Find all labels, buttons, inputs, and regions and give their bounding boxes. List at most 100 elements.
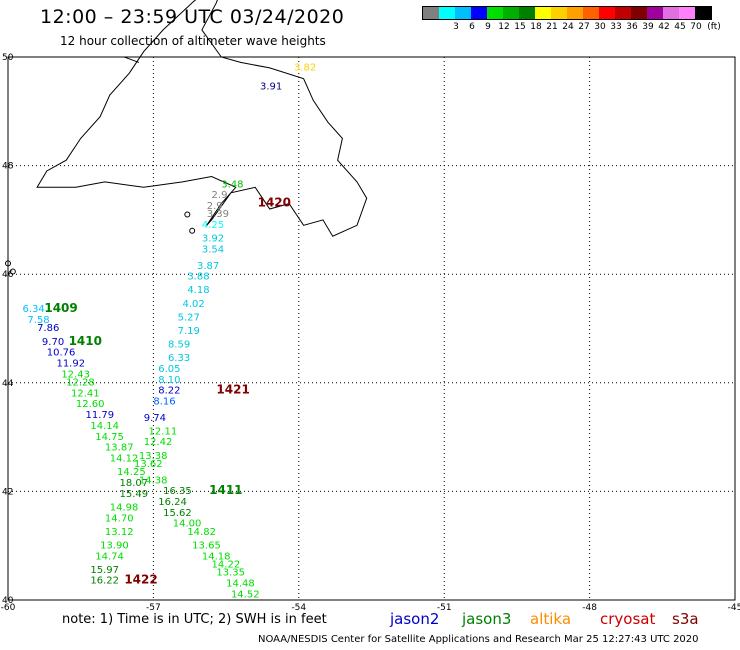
wave-height-value: 14.74 <box>95 551 124 562</box>
lat-tick-label: 42 <box>2 487 13 497</box>
legend-tick-label: 21 <box>546 22 558 32</box>
legend-swatch <box>679 7 695 19</box>
legend-tick-label: 6 <box>469 22 475 32</box>
wave-height-value: 5.27 <box>178 312 200 323</box>
wave-height-value: 7.86 <box>37 323 59 334</box>
lon-tick-label: -57 <box>146 603 161 613</box>
wave-height-value: 12.42 <box>144 437 173 448</box>
wave-height-value: 12.43 <box>61 369 90 380</box>
wave-height-value: 10.76 <box>47 348 76 359</box>
wave-height-value: 15.97 <box>90 565 119 576</box>
wave-height-value: 14.48 <box>226 578 255 589</box>
wave-height-value: 2.9 <box>212 190 228 201</box>
lat-tick-label: 48 <box>2 162 14 172</box>
lat-tick-label: 44 <box>2 379 14 389</box>
lon-tick-label: -60 <box>1 603 16 613</box>
wave-height-value: 8.16 <box>153 397 175 408</box>
legend-jason2: jason2 <box>390 610 440 628</box>
legend-tick-label: 70 <box>690 22 702 32</box>
wave-height-value: 13.35 <box>216 568 245 579</box>
wave-height-value: 14.12 <box>110 454 139 465</box>
legend-swatch <box>567 7 583 19</box>
legend-swatch <box>487 7 503 19</box>
wave-height-value: 16.35 <box>163 486 192 497</box>
wave-height-value: 12.60 <box>76 399 105 410</box>
pass-time-label: 1422 <box>124 573 157 587</box>
wave-height-value: 7.19 <box>178 326 200 337</box>
wave-height-value: 3.82 <box>294 63 316 74</box>
pass-time-label: 1420 <box>258 195 291 209</box>
lat-tick-label: 40 <box>2 596 14 606</box>
wave-height-value: 13.65 <box>192 540 221 551</box>
wave-height-value: 11.79 <box>86 410 115 421</box>
wave-height-value: 4.25 <box>202 220 224 231</box>
wave-height-value: 7.58 <box>27 315 49 326</box>
wave-height-value: 14.82 <box>187 527 216 538</box>
small-island <box>184 211 191 218</box>
wave-height-value: 4.02 <box>182 299 204 310</box>
legend-tick-label: 18 <box>530 22 542 32</box>
legend-swatch <box>503 7 519 19</box>
wave-height-value: 14.98 <box>110 502 139 513</box>
legend-unit: (ft) <box>707 22 721 32</box>
wave-height-value: 3.39 <box>207 209 229 220</box>
legend-swatch <box>631 7 647 19</box>
legend-swatch <box>583 7 599 19</box>
wave-height-value: 14.70 <box>105 513 134 524</box>
wave-height-value: 3.87 <box>197 261 219 272</box>
legend-swatch <box>535 7 551 19</box>
lon-tick-label: -45 <box>728 603 740 613</box>
wave-height-value: 2.9 <box>207 201 223 212</box>
wave-height-value: 3.48 <box>221 179 243 190</box>
legend-swatch <box>455 7 471 19</box>
legend-swatch <box>663 7 679 19</box>
map-title: 12:00 – 23:59 UTC 03/24/2020 <box>40 6 345 28</box>
wave-height-value: 14.18 <box>202 551 231 562</box>
pass-time-label: 1411 <box>209 483 242 497</box>
wave-height-value: 13.87 <box>105 443 134 454</box>
wave-height-value: 16.22 <box>90 576 119 587</box>
plot-frame <box>7 56 736 601</box>
small-island <box>189 227 196 234</box>
lon-tick-label: -51 <box>437 603 452 613</box>
wave-height-value: 13.38 <box>139 451 168 462</box>
legend-tick-label: 39 <box>642 22 654 32</box>
lat-tick-label: 50 <box>2 53 14 63</box>
legend-tick-label: 30 <box>594 22 606 32</box>
wave-height-value: 13.90 <box>100 540 129 551</box>
wave-height-value: 12.41 <box>71 388 100 399</box>
wave-height-value: 8.22 <box>158 386 180 397</box>
legend-jason3: jason3 <box>462 610 512 628</box>
wave-height-value: 6.34 <box>23 304 45 315</box>
pass-time-labels: 1409 1410 1420 1421 1411 1422 <box>44 195 291 586</box>
map-subtitle: 12 hour collection of altimeter wave hei… <box>60 34 326 48</box>
legend-cryosat: cryosat <box>600 610 656 628</box>
wave-height-value: 14.25 <box>117 467 146 478</box>
wave-height-value: 14.38 <box>139 475 168 486</box>
legend-tick-label: 33 <box>610 22 622 32</box>
legend-swatch <box>471 7 487 19</box>
wave-height-value: 18.07 <box>119 478 148 489</box>
legend-swatch <box>647 7 663 19</box>
wave-height-value: 3.91 <box>260 82 282 93</box>
wave-height-value: 16.24 <box>158 497 187 508</box>
grid-lines <box>7 56 736 601</box>
wave-height-value: 15.62 <box>163 508 192 519</box>
wave-height-value: 3.88 <box>187 272 209 283</box>
wave-height-value: 3.54 <box>202 244 224 255</box>
legend-tick-label: 36 <box>626 22 638 32</box>
wave-height-value: 11.92 <box>56 359 85 370</box>
wave-height-value: 14.14 <box>90 421 119 432</box>
wave-height-value: 14.75 <box>95 432 124 443</box>
legend-tick-label: 15 <box>514 22 526 32</box>
footer-note: note: 1) Time is in UTC; 2) SWH is in fe… <box>62 612 327 627</box>
wave-height-value: 12.28 <box>66 378 95 389</box>
legend-swatch <box>519 7 535 19</box>
lat-tick-label: 46 <box>2 270 14 280</box>
legend-swatch <box>551 7 567 19</box>
pass-time-label: 1409 <box>44 301 77 315</box>
wave-height-value: 14.52 <box>231 589 260 600</box>
newfoundland-coast <box>36 0 368 237</box>
lon-tick-label: -54 <box>291 603 306 613</box>
